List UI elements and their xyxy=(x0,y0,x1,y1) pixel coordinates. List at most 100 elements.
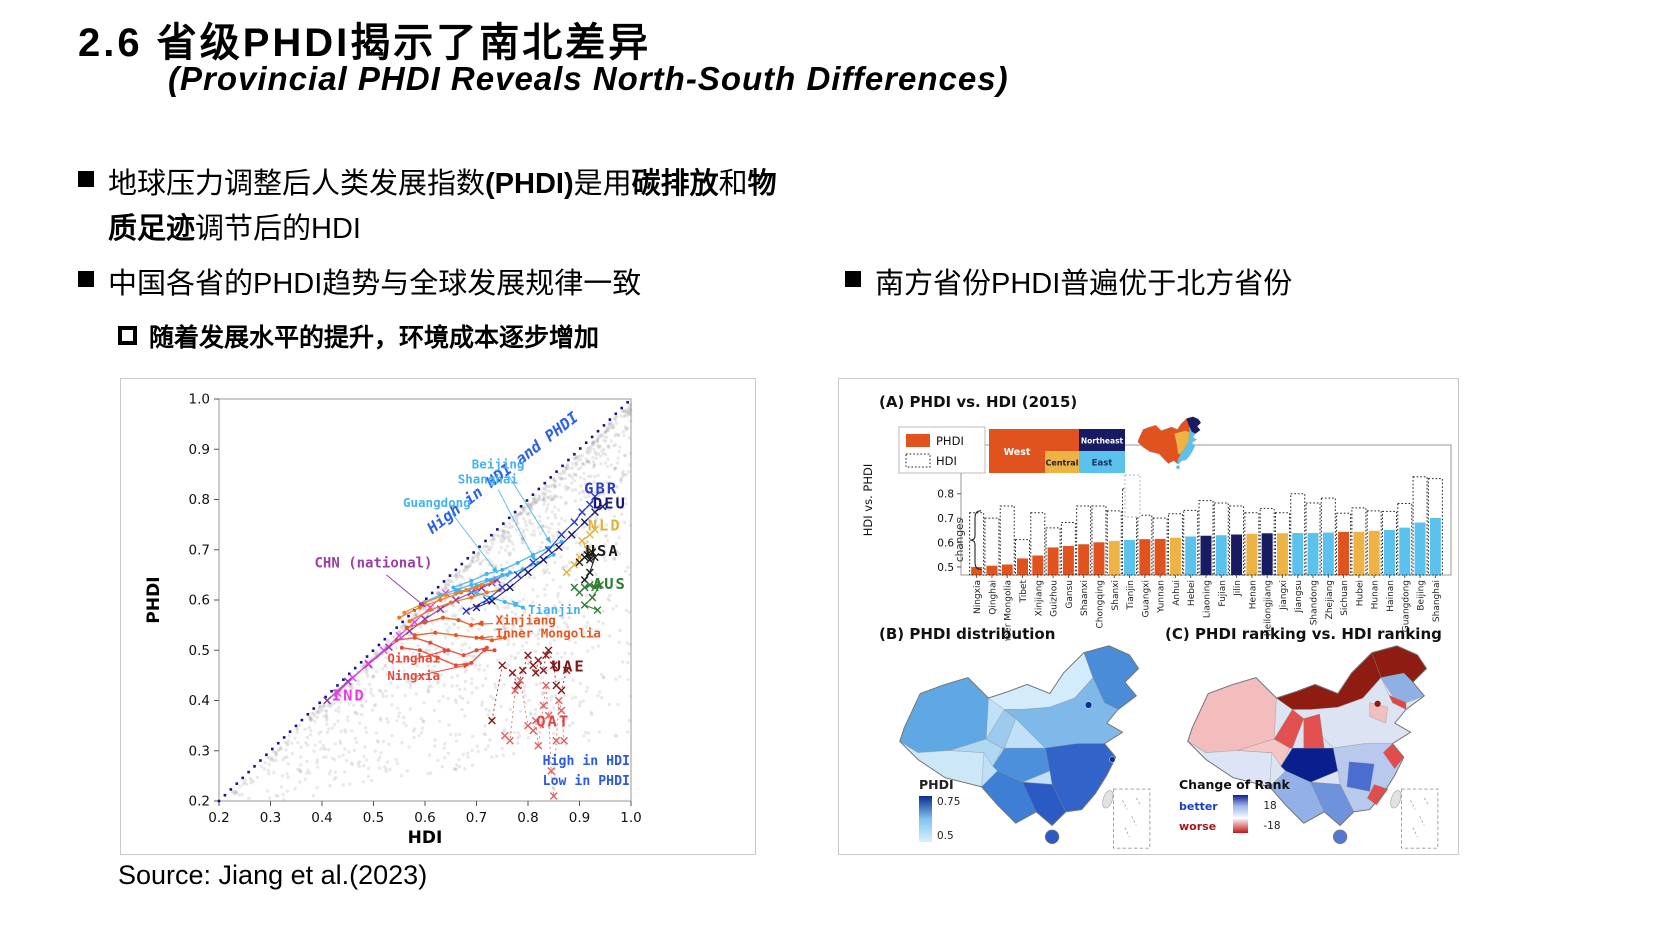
svg-text:Chongqing: Chongqing xyxy=(1095,580,1105,629)
svg-text:Henan: Henan xyxy=(1248,580,1258,609)
svg-text:HDI: HDI xyxy=(936,454,957,468)
svg-text:Hubei: Hubei xyxy=(1355,580,1365,606)
panel-b-title: (B) PHDI distribution xyxy=(879,625,1056,643)
svg-text:Liaoning: Liaoning xyxy=(1203,580,1213,618)
svg-text:Xinjiang: Xinjiang xyxy=(1034,580,1044,616)
page-title: 2.6 省级PHDI揭示了南北差异 xyxy=(78,21,652,65)
bar-group-shanxi: Shanxi xyxy=(1106,510,1122,610)
svg-text:Sichuan: Sichuan xyxy=(1340,580,1350,616)
svg-text:PHDI: PHDI xyxy=(144,576,164,623)
svg-text:Shaanxi: Shaanxi xyxy=(1080,580,1090,616)
svg-text:0.2: 0.2 xyxy=(208,810,229,826)
svg-text:Inner Mongolia: Inner Mongolia xyxy=(1004,580,1014,641)
svg-text:DEU: DEU xyxy=(593,495,627,513)
bullet-text: 地球压力调整后人类发展指数(PHDI)是用碳排放和物质足迹调节后的HDI xyxy=(108,168,777,245)
source-citation: Source: Jiang et al.(2023) xyxy=(118,860,428,890)
mini-map-inset xyxy=(1124,474,1141,518)
svg-text:0.8: 0.8 xyxy=(517,810,538,826)
svg-text:0.5: 0.5 xyxy=(189,643,210,659)
svg-text:Zhejiang: Zhejiang xyxy=(1325,580,1335,619)
bar-group-qinghai: Qinghai xyxy=(984,517,1000,615)
rank-legend-title: Change of Rank xyxy=(1179,777,1290,792)
svg-text:Northeast: Northeast xyxy=(1081,437,1124,446)
svg-text:HDI: HDI xyxy=(408,828,443,848)
svg-text:Yunnan: Yunnan xyxy=(1157,580,1167,614)
svg-text:Beijing: Beijing xyxy=(1417,580,1427,611)
bullet-square-icon xyxy=(78,171,94,187)
svg-text:0.5: 0.5 xyxy=(363,810,384,826)
bar-group-gansu: Gansu xyxy=(1060,522,1076,609)
svg-text:UAE: UAE xyxy=(552,657,586,675)
bar-group-hubei: Hubei xyxy=(1351,507,1367,606)
bar-group-guangxi: Guangxi xyxy=(1137,514,1153,617)
svg-text:East: East xyxy=(1092,459,1113,469)
phdi-map-legend: PHDI 0.75 0.5 xyxy=(919,777,960,842)
rank-colorbar-better xyxy=(1233,795,1249,817)
bar-group-ningxia: Ningxia xyxy=(969,512,985,614)
svg-text:Guangdong: Guangdong xyxy=(1401,580,1411,632)
bar-group-hebei: Hebei xyxy=(1183,509,1199,606)
svg-text:GBR: GBR xyxy=(584,479,618,497)
svg-text:Hebei: Hebei xyxy=(1187,580,1197,606)
svg-text:USA: USA xyxy=(586,542,620,560)
svg-text:Guangxi: Guangxi xyxy=(1141,580,1151,617)
phdi-legend-title: PHDI xyxy=(919,777,954,792)
bar-group-yunnan: Yunnan xyxy=(1152,517,1168,614)
svg-text:Anhui: Anhui xyxy=(1172,580,1182,606)
svg-text:0.9: 0.9 xyxy=(569,810,590,826)
rank-legend-worse: worse xyxy=(1179,819,1217,833)
svg-text:Tianjin: Tianjin xyxy=(1126,580,1136,611)
south-china-sea-inset xyxy=(1401,788,1439,849)
bar-group-xinjiang: Xinjiang xyxy=(1030,512,1046,616)
series-deu xyxy=(472,502,607,612)
svg-text:Low in PHDI: Low in PHDI xyxy=(543,773,630,789)
mini-region-map xyxy=(1137,416,1202,469)
bullet-square-icon xyxy=(845,271,861,287)
svg-text:Gansu: Gansu xyxy=(1065,580,1075,609)
bar-group-guizhou: Guizhou xyxy=(1045,527,1061,617)
phdi-colorbar xyxy=(919,796,932,842)
svg-text:0.8: 0.8 xyxy=(189,492,210,508)
svg-text:Ningxia: Ningxia xyxy=(973,580,983,614)
svg-text:0.8: 0.8 xyxy=(937,489,954,501)
svg-text:NLD: NLD xyxy=(588,517,622,535)
svg-text:changes: changes xyxy=(954,518,966,562)
svg-text:Shanxi: Shanxi xyxy=(1111,580,1121,610)
svg-text:HDI vs. PHDI: HDI vs. PHDI xyxy=(861,464,875,537)
china-map xyxy=(899,645,1151,849)
bullet-square-icon xyxy=(78,271,94,287)
series-usa xyxy=(575,548,599,584)
series-qat xyxy=(500,676,568,800)
bullet-text: 中国各省的PHDI趋势与全球发展规律一致 xyxy=(108,268,642,300)
svg-text:0.6: 0.6 xyxy=(937,537,954,549)
scatter-plot: 0.2 0.3 0.4 0.5 0.6 0.7 0.8 0.9 1.0 0.2 0.3 0.4 0.5 0… xyxy=(144,392,642,849)
bar-group-jiangsu: Jiangsu xyxy=(1290,493,1306,613)
bar-group-hainan: Hainan xyxy=(1381,510,1397,612)
svg-text:0.3: 0.3 xyxy=(260,810,281,826)
svg-text:CHN (national): CHN (national) xyxy=(314,555,432,571)
china-map-phdi xyxy=(899,645,1151,849)
diagonal-line xyxy=(217,400,629,803)
panel-c-title: (C) PHDI ranking vs. HDI ranking xyxy=(1165,625,1442,643)
bar-group-jiangxi: Jiangxi xyxy=(1274,512,1290,611)
svg-text:Central: Central xyxy=(1046,459,1079,468)
bar-group-shandong: Shandong xyxy=(1305,502,1321,625)
bullet-china-trend: 中国各省的PHDI趋势与全球发展规律一致 xyxy=(78,262,838,307)
series-beijing xyxy=(451,539,564,590)
bar-group-fujian: Fujian xyxy=(1213,502,1229,607)
svg-text:0.3: 0.3 xyxy=(189,743,210,759)
bar-group-jilin: Jilin xyxy=(1229,505,1245,597)
scatter-plot-svg: 0.2 0.3 0.4 0.5 0.6 0.7 0.8 0.9 1.0 0.2 0.3 0.4 0.5 0… xyxy=(144,392,642,849)
rank-map-legend: Change of Rank better 18 worse -18 xyxy=(1179,777,1290,833)
svg-text:QAT: QAT xyxy=(536,713,570,731)
svg-text:0.4: 0.4 xyxy=(311,810,332,826)
svg-text:IND: IND xyxy=(332,687,366,705)
bar-group-hunan: Hunan xyxy=(1366,510,1382,609)
svg-text:Shanghai: Shanghai xyxy=(458,471,519,486)
china-map xyxy=(1187,645,1439,849)
svg-text:PHDI: PHDI xyxy=(936,434,964,448)
svg-text:0.2: 0.2 xyxy=(189,794,210,810)
series-other-provinces-2 xyxy=(402,582,484,615)
